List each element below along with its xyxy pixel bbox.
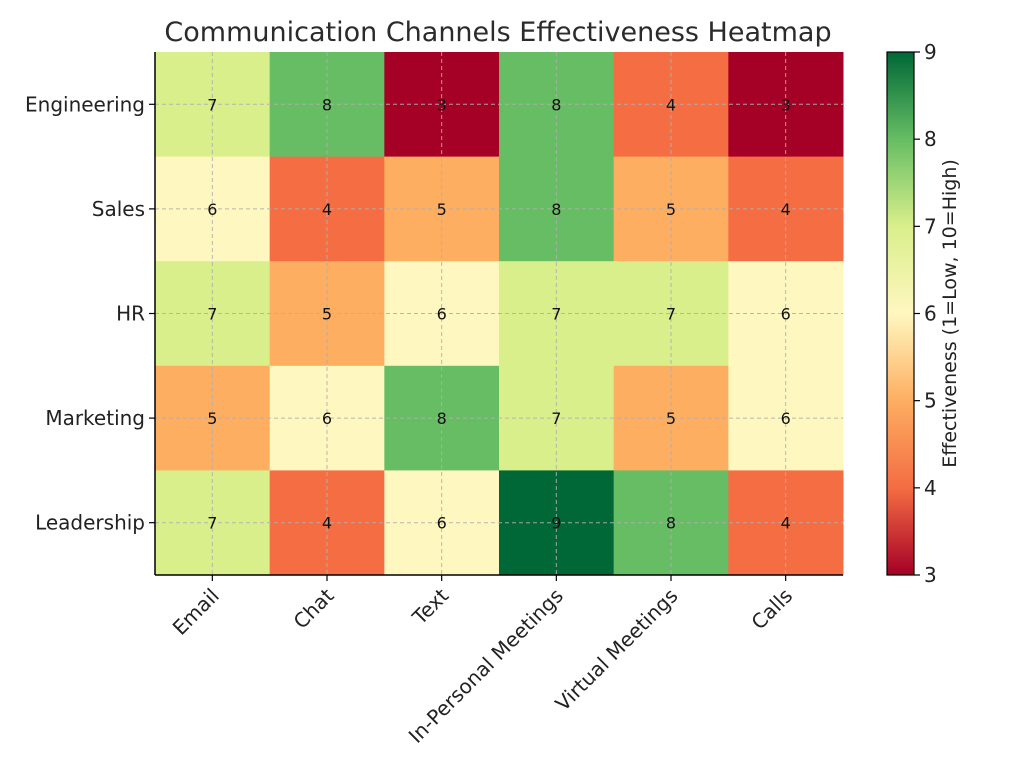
cell-value-label: 9 [551,514,561,533]
colorbar-tick-label: 7 [924,214,937,238]
x-tick-label: Calls [746,584,797,635]
y-tick-label: Engineering [25,92,145,116]
cell-value-label: 8 [437,409,447,428]
chart-title: Communication Channels Effectiveness Hea… [164,17,831,48]
colorbar: 3 4 5 6 7 8 9 [886,40,937,587]
cell-value-label: 4 [322,514,332,533]
cell-value-label: 5 [666,200,676,219]
cell-value-label: 4 [781,200,791,219]
cell-value-label: 6 [322,409,332,428]
cell-value-label: 4 [781,514,791,533]
grid-lines [155,52,843,575]
cell-value-label: 4 [666,95,676,114]
cell-value-label: 8 [551,200,561,219]
y-tick-label: Marketing [45,406,145,430]
colorbar-tick-label: 9 [924,40,937,64]
cell-value-label: 6 [437,305,447,324]
cell-value-label: 3 [781,95,791,114]
cell-value-label: 6 [781,409,791,428]
cell-value-label: 5 [207,409,217,428]
cell-value-label: 5 [666,409,676,428]
cell-value-label: 7 [207,514,217,533]
y-tick-label: HR [116,302,145,326]
cell-value-label: 6 [207,200,217,219]
cell-labels: 7 8 3 8 4 3 6 4 5 8 5 4 7 5 6 7 7 6 5 6 8 7 5 6 7 4 6 9 8 4 [207,95,791,532]
cell-value-label: 6 [781,305,791,324]
cell-value-label: 7 [551,409,561,428]
cell-value-label: 8 [666,514,676,533]
y-tick-label: Leadership [35,511,145,535]
x-tick-label: Chat [289,583,339,633]
cell-value-label: 8 [551,95,561,114]
cell-value-label: 7 [551,305,561,324]
x-tick-label: Email [168,584,224,640]
colorbar-tick-label: 4 [924,476,937,500]
x-tick-label: Virtual Meetings [550,584,682,716]
cell-value-label: 5 [437,200,447,219]
colorbar-tick-label: 8 [924,127,937,151]
y-tick-label: Sales [92,197,145,221]
cell-value-label: 7 [666,305,676,324]
colorbar-bar [886,51,915,576]
colorbar-tick-label: 5 [924,389,937,413]
cell-value-label: 3 [437,95,447,114]
cell-value-label: 4 [322,200,332,219]
axes [149,52,843,581]
colorbar-label: Effectiveness (1=Low, 10=High) [939,159,961,468]
colorbar-tick-label: 3 [924,563,937,587]
cell-value-label: 5 [322,305,332,324]
cell-value-label: 8 [322,95,332,114]
cell-value-label: 6 [437,514,447,533]
cell-value-label: 7 [207,305,217,324]
colorbar-tick-label: 6 [924,302,937,326]
x-tick-label: Text [407,583,453,629]
cell-value-label: 7 [207,95,217,114]
